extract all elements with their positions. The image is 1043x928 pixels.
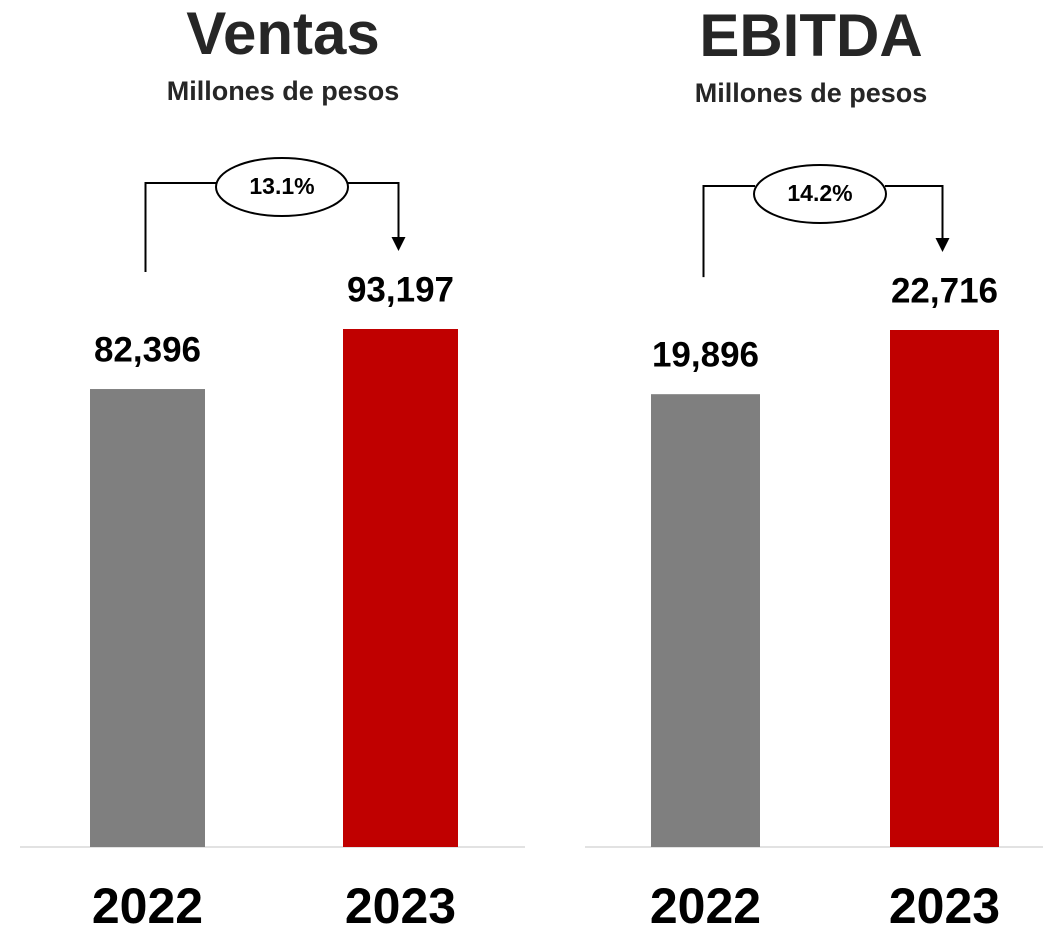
chart-subtitle: Millones de pesos <box>167 76 400 106</box>
value-label: 19,896 <box>652 335 759 374</box>
x-tick-label: 2022 <box>650 878 761 928</box>
annotation-label: 14.2% <box>787 180 852 206</box>
annotation-label: 13.1% <box>249 173 314 199</box>
chart-title: EBITDA <box>699 2 922 69</box>
annotation-ellipse <box>215 157 349 217</box>
bar <box>651 394 760 847</box>
annotation-bracket <box>702 185 755 278</box>
bar <box>343 329 458 847</box>
x-tick-label: 2022 <box>92 878 203 928</box>
value-label: 82,396 <box>94 330 201 369</box>
value-label: 93,197 <box>347 270 454 309</box>
chart-title: Ventas <box>186 0 379 67</box>
annotation-bracket <box>347 182 400 239</box>
annotation-arrow <box>935 238 950 252</box>
bar <box>90 389 205 847</box>
chart-subtitle: Millones de pesos <box>695 78 928 108</box>
annotation-arrow <box>391 237 406 251</box>
x-tick-label: 2023 <box>345 878 456 928</box>
x-tick-label: 2023 <box>889 878 1000 928</box>
annotation-bracket <box>144 182 217 273</box>
annotation-ellipse <box>753 164 887 224</box>
annotation-bracket <box>885 185 944 240</box>
bar <box>890 330 999 847</box>
value-label: 22,716 <box>891 271 998 310</box>
